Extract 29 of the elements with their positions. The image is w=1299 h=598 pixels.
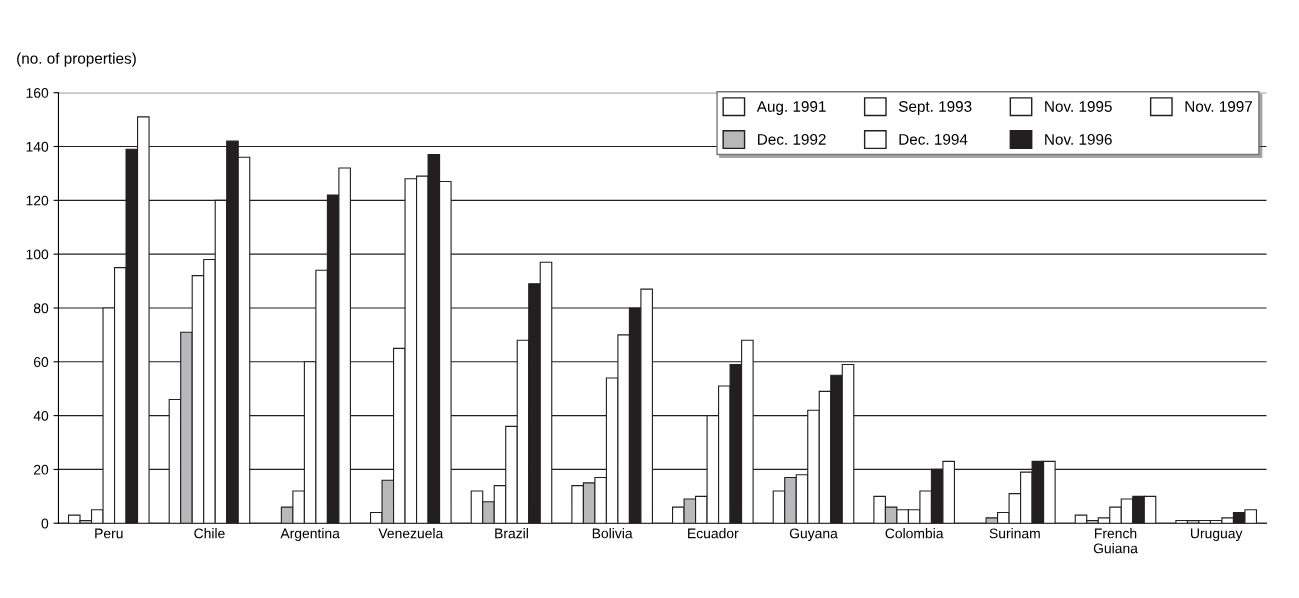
y-tick-label: 120 — [26, 195, 49, 206]
legend-label: Nov. 1995 — [1045, 101, 1112, 112]
x-tick-label: Chile — [194, 528, 225, 539]
x-tick-label: Venezuela — [378, 528, 444, 539]
x-tick-label: Argentina — [280, 528, 340, 542]
y-tick-label: 0 — [41, 518, 49, 529]
y-tick-label: 20 — [33, 464, 49, 475]
y-tick-label: 160 — [26, 88, 49, 98]
x-tick-label: Ecuador — [688, 528, 739, 539]
x-tick-label: Peru — [95, 528, 123, 539]
y-tick-label: 100 — [26, 249, 49, 260]
x-tick-label: French Guiana — [1093, 528, 1138, 554]
legend-label: Dec. 1994 — [899, 133, 968, 145]
x-tick-label: Surinam — [989, 528, 1040, 539]
y-tick-label: 140 — [26, 141, 49, 152]
legend-label: Nov. 1996 — [1045, 133, 1112, 145]
legend-label: Aug. 1991 — [756, 101, 826, 115]
y-tick-label: 40 — [33, 410, 49, 421]
legend-label: Nov. 1997 — [1185, 101, 1253, 112]
legend-label: Sept. 1993 — [898, 101, 972, 115]
y-axis-title: (no. of properties) — [17, 52, 136, 67]
legend-label: Dec. 1992 — [758, 133, 826, 145]
x-tick-label: Bolivia — [592, 528, 633, 539]
x-tick-label: Brazil — [495, 528, 528, 539]
y-tick-label: 60 — [33, 357, 49, 367]
y-tick-label: 80 — [33, 303, 49, 314]
x-tick-label: Guyana — [789, 528, 838, 542]
x-tick-label: Colombia — [885, 528, 944, 539]
x-tick-label: Uruguay — [1191, 528, 1243, 542]
